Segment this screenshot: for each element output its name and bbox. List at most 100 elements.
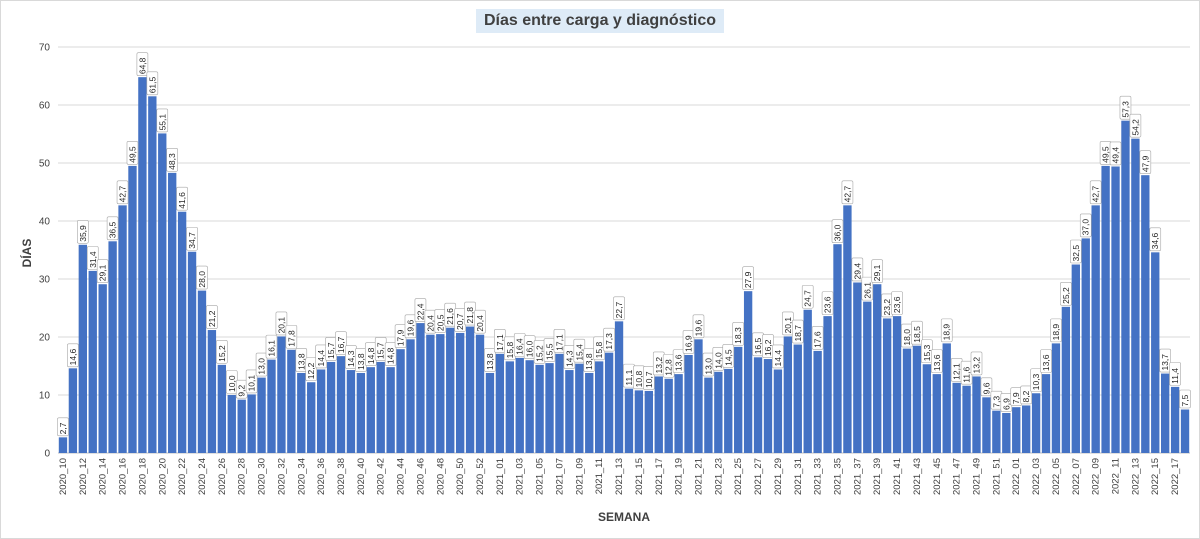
- data-label: 47,9: [1139, 150, 1152, 174]
- bar: [436, 334, 445, 453]
- bar: [942, 343, 951, 453]
- y-tick-label: 10: [39, 391, 51, 402]
- data-label-box: [335, 331, 347, 355]
- data-label-text: 19,6: [693, 320, 703, 337]
- bar: [495, 353, 505, 453]
- data-label-box: [801, 284, 814, 309]
- data-label-text: 23,6: [892, 296, 902, 313]
- bar: [783, 336, 793, 453]
- data-label: 20,1: [275, 311, 288, 336]
- bar: [515, 357, 524, 453]
- x-axis-ticks: 2020_10 2020_12 2020_14 2020_16 2020_18 2020_…: [58, 458, 1181, 495]
- data-label-box: [911, 320, 923, 345]
- bar: [237, 399, 246, 453]
- data-label-text: 13,8: [485, 353, 495, 370]
- data-label: 29,1: [871, 259, 884, 284]
- data-label: 14,3: [563, 345, 576, 369]
- bar: [614, 321, 624, 453]
- bar: [376, 361, 385, 453]
- data-label-text: 12,2: [306, 362, 316, 379]
- x-tick-label: 2021_47: [952, 458, 963, 495]
- data-label-box: [484, 348, 496, 372]
- data-label-text: 29,1: [872, 264, 882, 281]
- data-label-box: [106, 216, 119, 241]
- data-label-text: 11,4: [1170, 368, 1180, 384]
- data-label-text: 20,4: [475, 315, 485, 332]
- data-label: 18,7: [791, 319, 804, 344]
- bar: [565, 370, 574, 453]
- data-label: 14,4: [772, 344, 784, 369]
- x-tick-label: 2020_50: [455, 458, 466, 495]
- data-label-text: 25,2: [1061, 287, 1071, 304]
- data-label-text: 16,1: [266, 340, 276, 357]
- bar: [406, 339, 415, 453]
- data-label-text: 15,7: [326, 342, 336, 359]
- data-label-box: [474, 309, 486, 334]
- x-tick-label: 2021_01: [495, 458, 506, 495]
- data-label: 16,7: [335, 331, 347, 355]
- data-label-text: 9,2: [237, 385, 247, 397]
- data-label: 42,7: [116, 180, 129, 205]
- x-tick-label: 2021_45: [932, 458, 943, 495]
- data-label: 16,1: [265, 334, 278, 359]
- data-label-text: 7,3: [991, 396, 1001, 408]
- data-label-text: 13,6: [674, 354, 684, 371]
- data-label: 12,8: [662, 353, 675, 378]
- y-tick-label: 50: [39, 159, 51, 170]
- x-axis-title: SEMANA: [598, 510, 650, 524]
- data-label-text: 16,4: [515, 338, 525, 355]
- bar: [217, 364, 227, 453]
- bar: [158, 133, 167, 454]
- data-label-box: [116, 180, 129, 205]
- data-label-text: 21,6: [445, 308, 455, 325]
- data-label-box: [176, 186, 188, 211]
- data-label-box: [742, 266, 754, 290]
- x-tick-label: 2020_46: [415, 458, 426, 495]
- data-label: 11,4: [1169, 362, 1181, 386]
- data-label: 17,1: [494, 329, 506, 353]
- data-label-box: [841, 180, 854, 205]
- data-label-box: [166, 148, 178, 172]
- data-label-text: 14,0: [713, 352, 723, 369]
- data-label: 14,4: [315, 344, 327, 369]
- data-label: 34,6: [1149, 227, 1162, 252]
- data-label-box: [861, 276, 874, 301]
- bar: [714, 371, 723, 453]
- x-tick-label: 2020_10: [58, 458, 69, 495]
- bar: [465, 326, 475, 453]
- y-tick-label: 70: [39, 43, 51, 54]
- bar: [88, 270, 97, 453]
- bar: [724, 368, 733, 453]
- data-label: 16,0: [523, 335, 536, 360]
- data-label-text: 13,8: [584, 353, 594, 370]
- bar: [505, 361, 514, 453]
- data-label-text: 7,9: [1011, 392, 1021, 404]
- bar: [674, 374, 683, 453]
- data-label-box: [1129, 113, 1142, 138]
- data-label-text: 17,6: [813, 331, 823, 348]
- bar: [644, 390, 653, 453]
- data-label-text: 18,0: [902, 329, 912, 346]
- data-label: 55,1: [156, 108, 169, 133]
- data-label-text: 23,2: [882, 299, 892, 316]
- data-label-text: 16,9: [684, 335, 694, 352]
- data-label: 25,2: [1060, 282, 1072, 306]
- bar: [416, 323, 425, 453]
- data-label: 15,2: [216, 340, 228, 364]
- data-label-box: [1149, 227, 1162, 252]
- data-label-text: 2,7: [58, 422, 68, 434]
- data-label-text: 42,7: [842, 186, 852, 203]
- data-label-text: 19,6: [406, 320, 416, 337]
- data-label: 23,6: [891, 291, 903, 315]
- data-label: 54,2: [1129, 113, 1142, 138]
- data-label-text: 18,7: [793, 325, 803, 342]
- bar: [863, 301, 872, 453]
- data-label-text: 49,5: [127, 146, 137, 163]
- data-label-box: [265, 334, 278, 359]
- data-label-text: 17,3: [604, 333, 614, 350]
- x-tick-label: 2021_27: [753, 458, 764, 495]
- x-tick-label: 2020_48: [435, 458, 446, 495]
- data-label-box: [603, 327, 615, 352]
- data-label-text: 29,4: [852, 263, 862, 280]
- bar: [664, 378, 673, 453]
